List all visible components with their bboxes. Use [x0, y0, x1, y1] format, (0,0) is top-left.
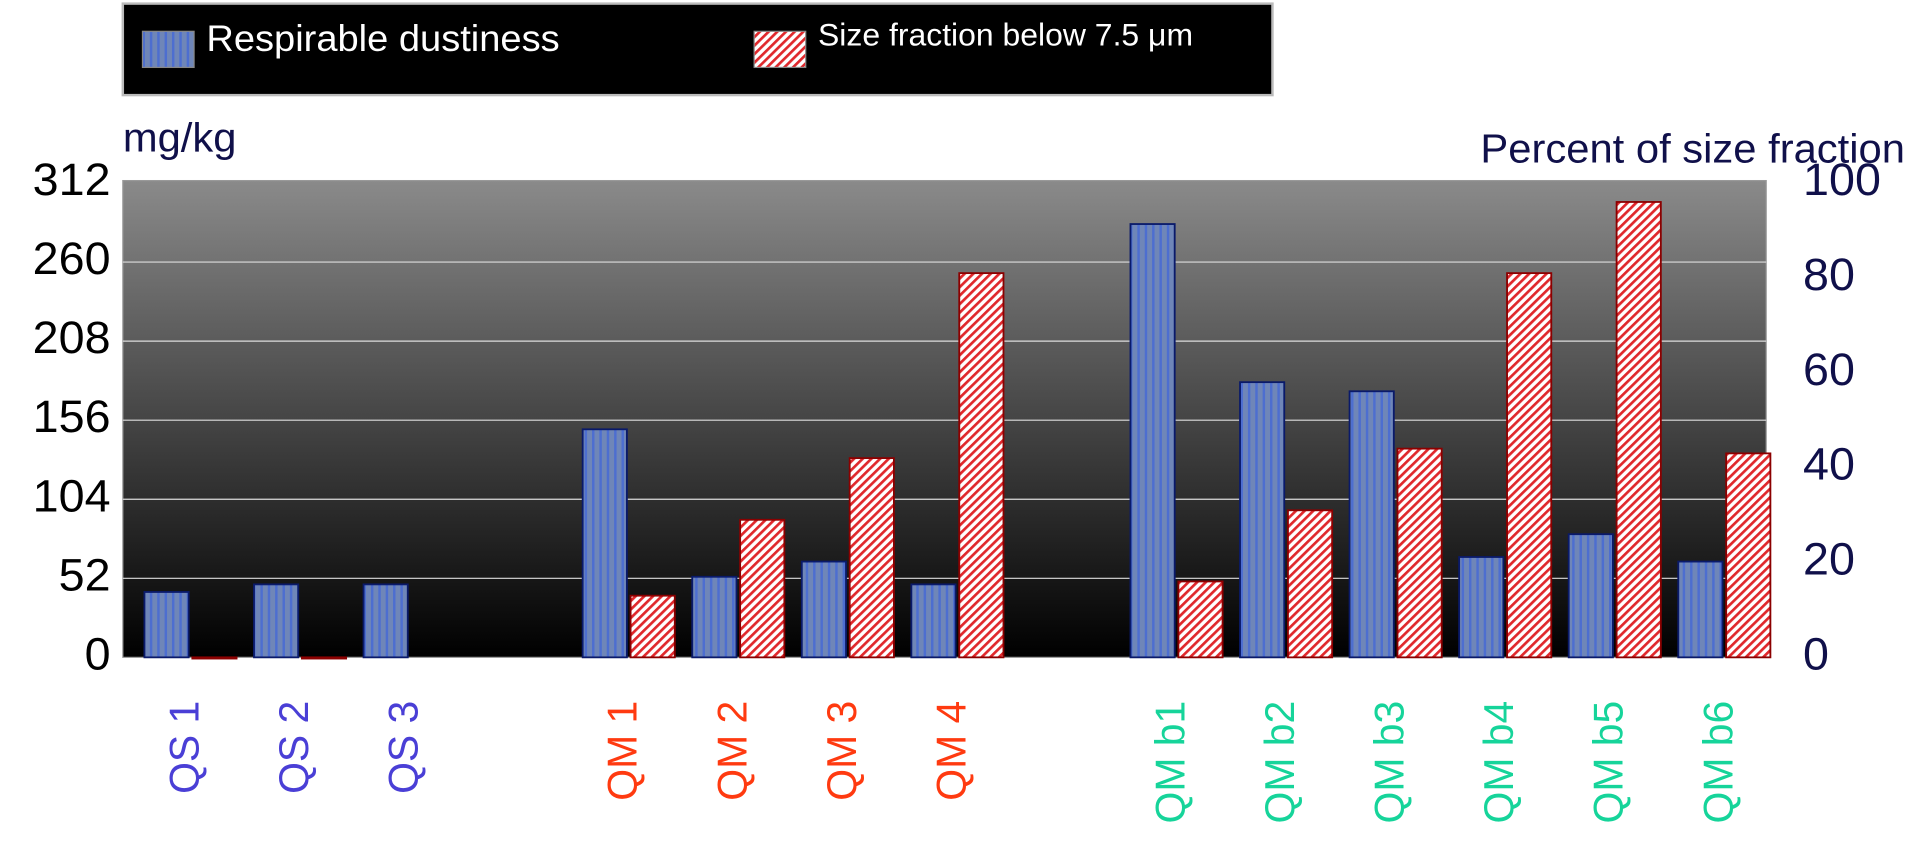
bar — [1177, 580, 1224, 659]
bar — [191, 656, 238, 660]
x-tick-label: QM 1 — [599, 701, 645, 801]
x-tick-label: QM b1 — [1147, 701, 1193, 824]
x-tick-label: QM b6 — [1695, 701, 1741, 824]
bar — [581, 428, 628, 659]
y2-tick-label: 40 — [1803, 438, 1855, 489]
x-tick-label: QM b4 — [1476, 701, 1522, 824]
bar — [362, 583, 409, 659]
x-tick-label: QM b5 — [1585, 701, 1631, 824]
bar — [1506, 272, 1553, 659]
bar — [1725, 452, 1772, 659]
y-tick-label: 312 — [33, 154, 111, 205]
bar — [253, 583, 300, 659]
bar — [1396, 447, 1443, 659]
y2-tick-label: 0 — [1803, 628, 1829, 679]
legend-label: Respirable dustiness — [206, 17, 559, 59]
x-tick-label: QS 2 — [271, 701, 317, 794]
bar — [1287, 509, 1334, 659]
y-axis-title: mg/kg — [123, 115, 237, 161]
x-tick-label: QM b2 — [1257, 701, 1303, 824]
bar — [1348, 390, 1395, 659]
y-tick-label: 0 — [85, 628, 111, 679]
y-tick-label: 52 — [59, 549, 111, 600]
y-tick-label: 260 — [33, 233, 111, 284]
bar — [800, 560, 847, 659]
bar — [958, 272, 1005, 659]
y-tick-label: 156 — [33, 391, 111, 442]
bar — [1677, 560, 1724, 659]
bar — [1567, 533, 1614, 659]
y-tick-label: 104 — [33, 470, 111, 521]
bar — [848, 457, 895, 659]
y2-tick-label: 60 — [1803, 343, 1855, 394]
bar — [1615, 201, 1662, 659]
bar — [1239, 381, 1286, 659]
bar — [629, 594, 676, 659]
bar — [739, 518, 786, 659]
legend-swatch — [141, 30, 195, 69]
bar — [300, 656, 348, 660]
legend-box — [121, 2, 1274, 97]
y2-tick-label: 100 — [1803, 154, 1881, 205]
x-tick-label: QM b3 — [1366, 701, 1412, 824]
bar — [910, 583, 957, 659]
x-tick-label: QS 1 — [161, 701, 207, 794]
y2-tick-label: 80 — [1803, 248, 1855, 299]
x-tick-label: QM 3 — [818, 701, 864, 801]
y2-axis-title: Percent of size fraction — [1480, 126, 1905, 172]
x-tick-label: QM 4 — [928, 701, 974, 801]
x-tick-label: QM 2 — [709, 701, 755, 801]
bar — [143, 591, 190, 659]
y2-tick-label: 20 — [1803, 533, 1855, 584]
legend-swatch — [753, 30, 807, 69]
bar — [1458, 556, 1505, 659]
y-tick-label: 208 — [33, 312, 111, 363]
bar — [1129, 223, 1176, 659]
bar — [691, 575, 738, 659]
x-tick-label: QS 3 — [380, 701, 426, 794]
legend-label: Size fraction below 7.5 μm — [818, 17, 1193, 53]
